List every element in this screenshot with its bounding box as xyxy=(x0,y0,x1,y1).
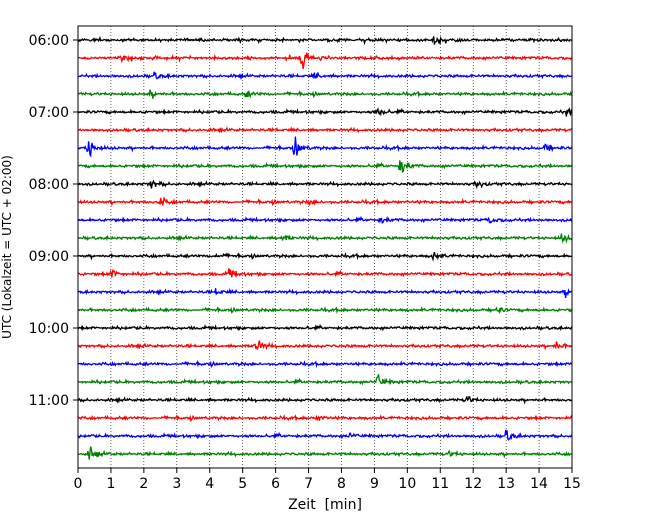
x-tick-label-14: 14 xyxy=(530,476,548,492)
x-tick-label-7: 7 xyxy=(304,476,313,492)
trace-8 xyxy=(78,181,572,188)
y-tick-label-1: 07:00 xyxy=(29,105,69,121)
trace-7 xyxy=(78,160,572,172)
x-tick-label-9: 9 xyxy=(370,476,379,492)
x-tick-label-5: 5 xyxy=(238,476,247,492)
trace-20 xyxy=(78,396,572,402)
trace-14 xyxy=(78,288,572,298)
trace-15 xyxy=(78,308,572,313)
y-tick-label-0: 06:00 xyxy=(29,33,69,49)
x-axis-label: Zeit [min] xyxy=(288,497,362,513)
x-axis: 0 1 2 3 4 5 6 7 8 9 10 11 12 13 14 15 xyxy=(74,468,581,492)
seismogram-chart: 0 1 2 3 4 5 6 7 8 9 10 11 12 13 14 15 06:0007:0008:0009… xyxy=(0,0,650,520)
x-tick-label-6: 6 xyxy=(271,476,280,492)
trace-23 xyxy=(78,447,572,460)
trace-0 xyxy=(78,36,572,44)
y-tick-label-3: 09:00 xyxy=(29,249,69,265)
trace-5 xyxy=(78,128,572,132)
seismic-traces xyxy=(78,36,572,459)
x-tick-label-10: 10 xyxy=(398,476,416,492)
y-axis-label: UTC (Lokalzeit = UTC + 02:00) xyxy=(0,155,14,339)
trace-10 xyxy=(78,218,572,223)
x-tick-label-8: 8 xyxy=(337,476,346,492)
trace-17 xyxy=(78,341,572,350)
trace-18 xyxy=(78,362,572,367)
trace-1 xyxy=(78,53,572,69)
trace-2 xyxy=(78,72,572,79)
y-axis: 06:00 07:00 08:00 09:00 10:00 11:00 xyxy=(29,33,78,409)
trace-19 xyxy=(78,374,572,383)
trace-22 xyxy=(78,430,572,440)
trace-12 xyxy=(78,252,572,259)
trace-6 xyxy=(78,137,572,156)
x-tick-label-2: 2 xyxy=(139,476,148,492)
trace-21 xyxy=(78,416,572,421)
x-tick-label-0: 0 xyxy=(74,476,83,492)
x-tick-label-3: 3 xyxy=(172,476,181,492)
x-tick-label-4: 4 xyxy=(205,476,214,492)
trace-3 xyxy=(78,90,572,99)
x-tick-label-15: 15 xyxy=(563,476,581,492)
y-tick-label-4: 10:00 xyxy=(29,321,69,337)
trace-13 xyxy=(78,268,572,277)
trace-11 xyxy=(78,234,572,242)
trace-9 xyxy=(78,198,572,206)
trace-4 xyxy=(78,109,572,117)
x-tick-label-1: 1 xyxy=(106,476,115,492)
y-tick-label-5: 11:00 xyxy=(29,393,69,409)
x-tick-label-11: 11 xyxy=(431,476,449,492)
trace-16 xyxy=(78,326,572,330)
y-tick-label-2: 08:00 xyxy=(29,177,69,193)
x-tick-label-12: 12 xyxy=(464,476,482,492)
x-tick-label-13: 13 xyxy=(497,476,515,492)
